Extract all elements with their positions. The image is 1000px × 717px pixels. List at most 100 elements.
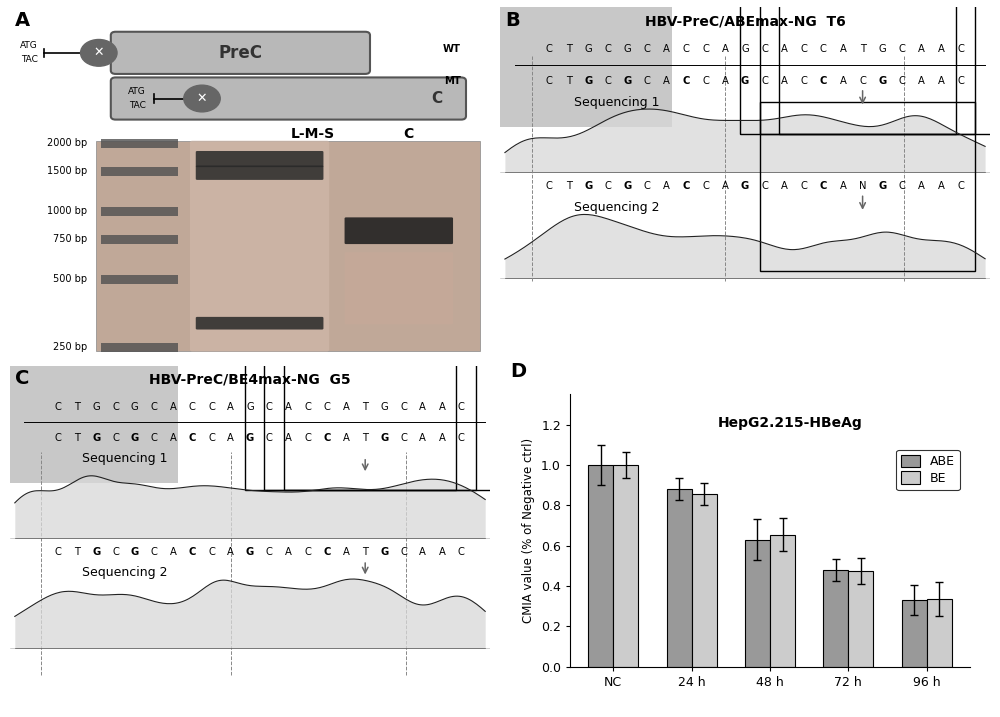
Text: C: C [761, 76, 768, 86]
Text: T: T [362, 433, 368, 443]
Text: C: C [151, 433, 157, 443]
Text: C: C [957, 76, 964, 86]
Bar [848, 571, 873, 667]
Text: C: C [323, 546, 330, 556]
Text: C: C [702, 181, 709, 191]
Text: C: C [15, 369, 29, 388]
Text: A: A [419, 546, 426, 556]
Text: Sequencing 1: Sequencing 1 [82, 452, 168, 465]
FancyBboxPatch shape [190, 141, 329, 351]
Text: T: T [74, 433, 80, 443]
Circle shape [81, 39, 117, 66]
Text: A: A [840, 181, 846, 191]
Text: Sequencing 1: Sequencing 1 [574, 95, 659, 108]
Text: PreC: PreC [218, 44, 262, 62]
Text: A: A [722, 44, 729, 54]
FancyBboxPatch shape [345, 217, 453, 244]
Text: A: A [419, 433, 426, 443]
Text: B: B [505, 11, 520, 29]
Text: A: A [285, 402, 292, 412]
Text: C: C [957, 181, 964, 191]
Text: A: A [938, 76, 944, 86]
Text: G: G [878, 76, 886, 86]
Text: G: G [878, 44, 886, 54]
Text: C: C [644, 76, 650, 86]
Text: 2000 bp: 2000 bp [47, 138, 87, 148]
Y-axis label: CMIA value (% of Negative ctrl): CMIA value (% of Negative ctrl) [522, 438, 535, 623]
Text: A: A [439, 433, 445, 443]
Text: A: A [663, 181, 670, 191]
Text: G: G [246, 433, 254, 443]
Bar [902, 600, 927, 667]
Text: C: C [55, 433, 61, 443]
FancyBboxPatch shape [476, 0, 672, 127]
FancyBboxPatch shape [0, 331, 178, 483]
Text: A: A [170, 433, 177, 443]
Text: G: G [878, 181, 886, 191]
Text: A: A [419, 402, 426, 412]
Text: G: G [741, 44, 749, 54]
Text: C: C [898, 76, 905, 86]
Bar [823, 570, 848, 667]
Text: A: A [938, 181, 944, 191]
Text: G: G [741, 181, 749, 191]
Text: A: A [343, 546, 349, 556]
Text: A: A [722, 76, 729, 86]
Text: A: A [840, 76, 846, 86]
Text: C: C [644, 44, 650, 54]
Text: G: G [246, 546, 254, 556]
Text: A: A [918, 44, 925, 54]
Text: C: C [644, 181, 650, 191]
Text: A: A [918, 181, 925, 191]
FancyBboxPatch shape [345, 252, 453, 324]
Text: C: C [604, 44, 611, 54]
FancyBboxPatch shape [196, 151, 323, 167]
FancyBboxPatch shape [111, 32, 370, 74]
Text: N: N [859, 181, 866, 191]
Text: C: C [112, 433, 119, 443]
Text: C: C [458, 546, 465, 556]
Text: C: C [55, 402, 61, 412]
Text: C: C [323, 433, 330, 443]
Text: C: C [304, 546, 311, 556]
Text: A: A [227, 546, 234, 556]
Text: T: T [566, 76, 572, 86]
Text: TAC: TAC [129, 101, 146, 110]
Text: G: G [92, 433, 101, 443]
Text: C: C [604, 76, 611, 86]
Text: HBV-PreC/ABEmax-NG  T6: HBV-PreC/ABEmax-NG T6 [645, 14, 845, 28]
FancyBboxPatch shape [101, 167, 178, 176]
Text: T: T [74, 546, 80, 556]
Text: G: G [92, 546, 101, 556]
Text: A: A [663, 76, 670, 86]
Text: C: C [761, 181, 768, 191]
Bar [770, 535, 795, 667]
Text: C: C [304, 402, 311, 412]
Text: 250 bp: 250 bp [53, 343, 87, 353]
Text: A: A [15, 11, 30, 29]
Text: C: C [898, 181, 905, 191]
Bar [692, 494, 717, 667]
Text: C: C [208, 433, 215, 443]
Text: A: A [285, 546, 292, 556]
Text: A: A [918, 76, 925, 86]
Text: A: A [439, 402, 445, 412]
Circle shape [184, 85, 220, 112]
Text: C: C [112, 402, 119, 412]
FancyBboxPatch shape [0, 331, 159, 483]
Text: C: C [546, 76, 552, 86]
Text: T: T [860, 44, 866, 54]
Text: C: C [208, 402, 215, 412]
FancyBboxPatch shape [101, 235, 178, 244]
Text: G: G [623, 181, 632, 191]
Text: 1000 bp: 1000 bp [47, 206, 87, 217]
Text: G: G [380, 433, 389, 443]
Text: G: G [381, 402, 388, 412]
Text: Sequencing 2: Sequencing 2 [574, 201, 659, 214]
Bar [588, 465, 613, 667]
Text: C: C [400, 402, 407, 412]
Text: A: A [439, 546, 445, 556]
Text: A: A [781, 76, 788, 86]
Text: C: C [400, 546, 407, 556]
FancyBboxPatch shape [101, 275, 178, 284]
